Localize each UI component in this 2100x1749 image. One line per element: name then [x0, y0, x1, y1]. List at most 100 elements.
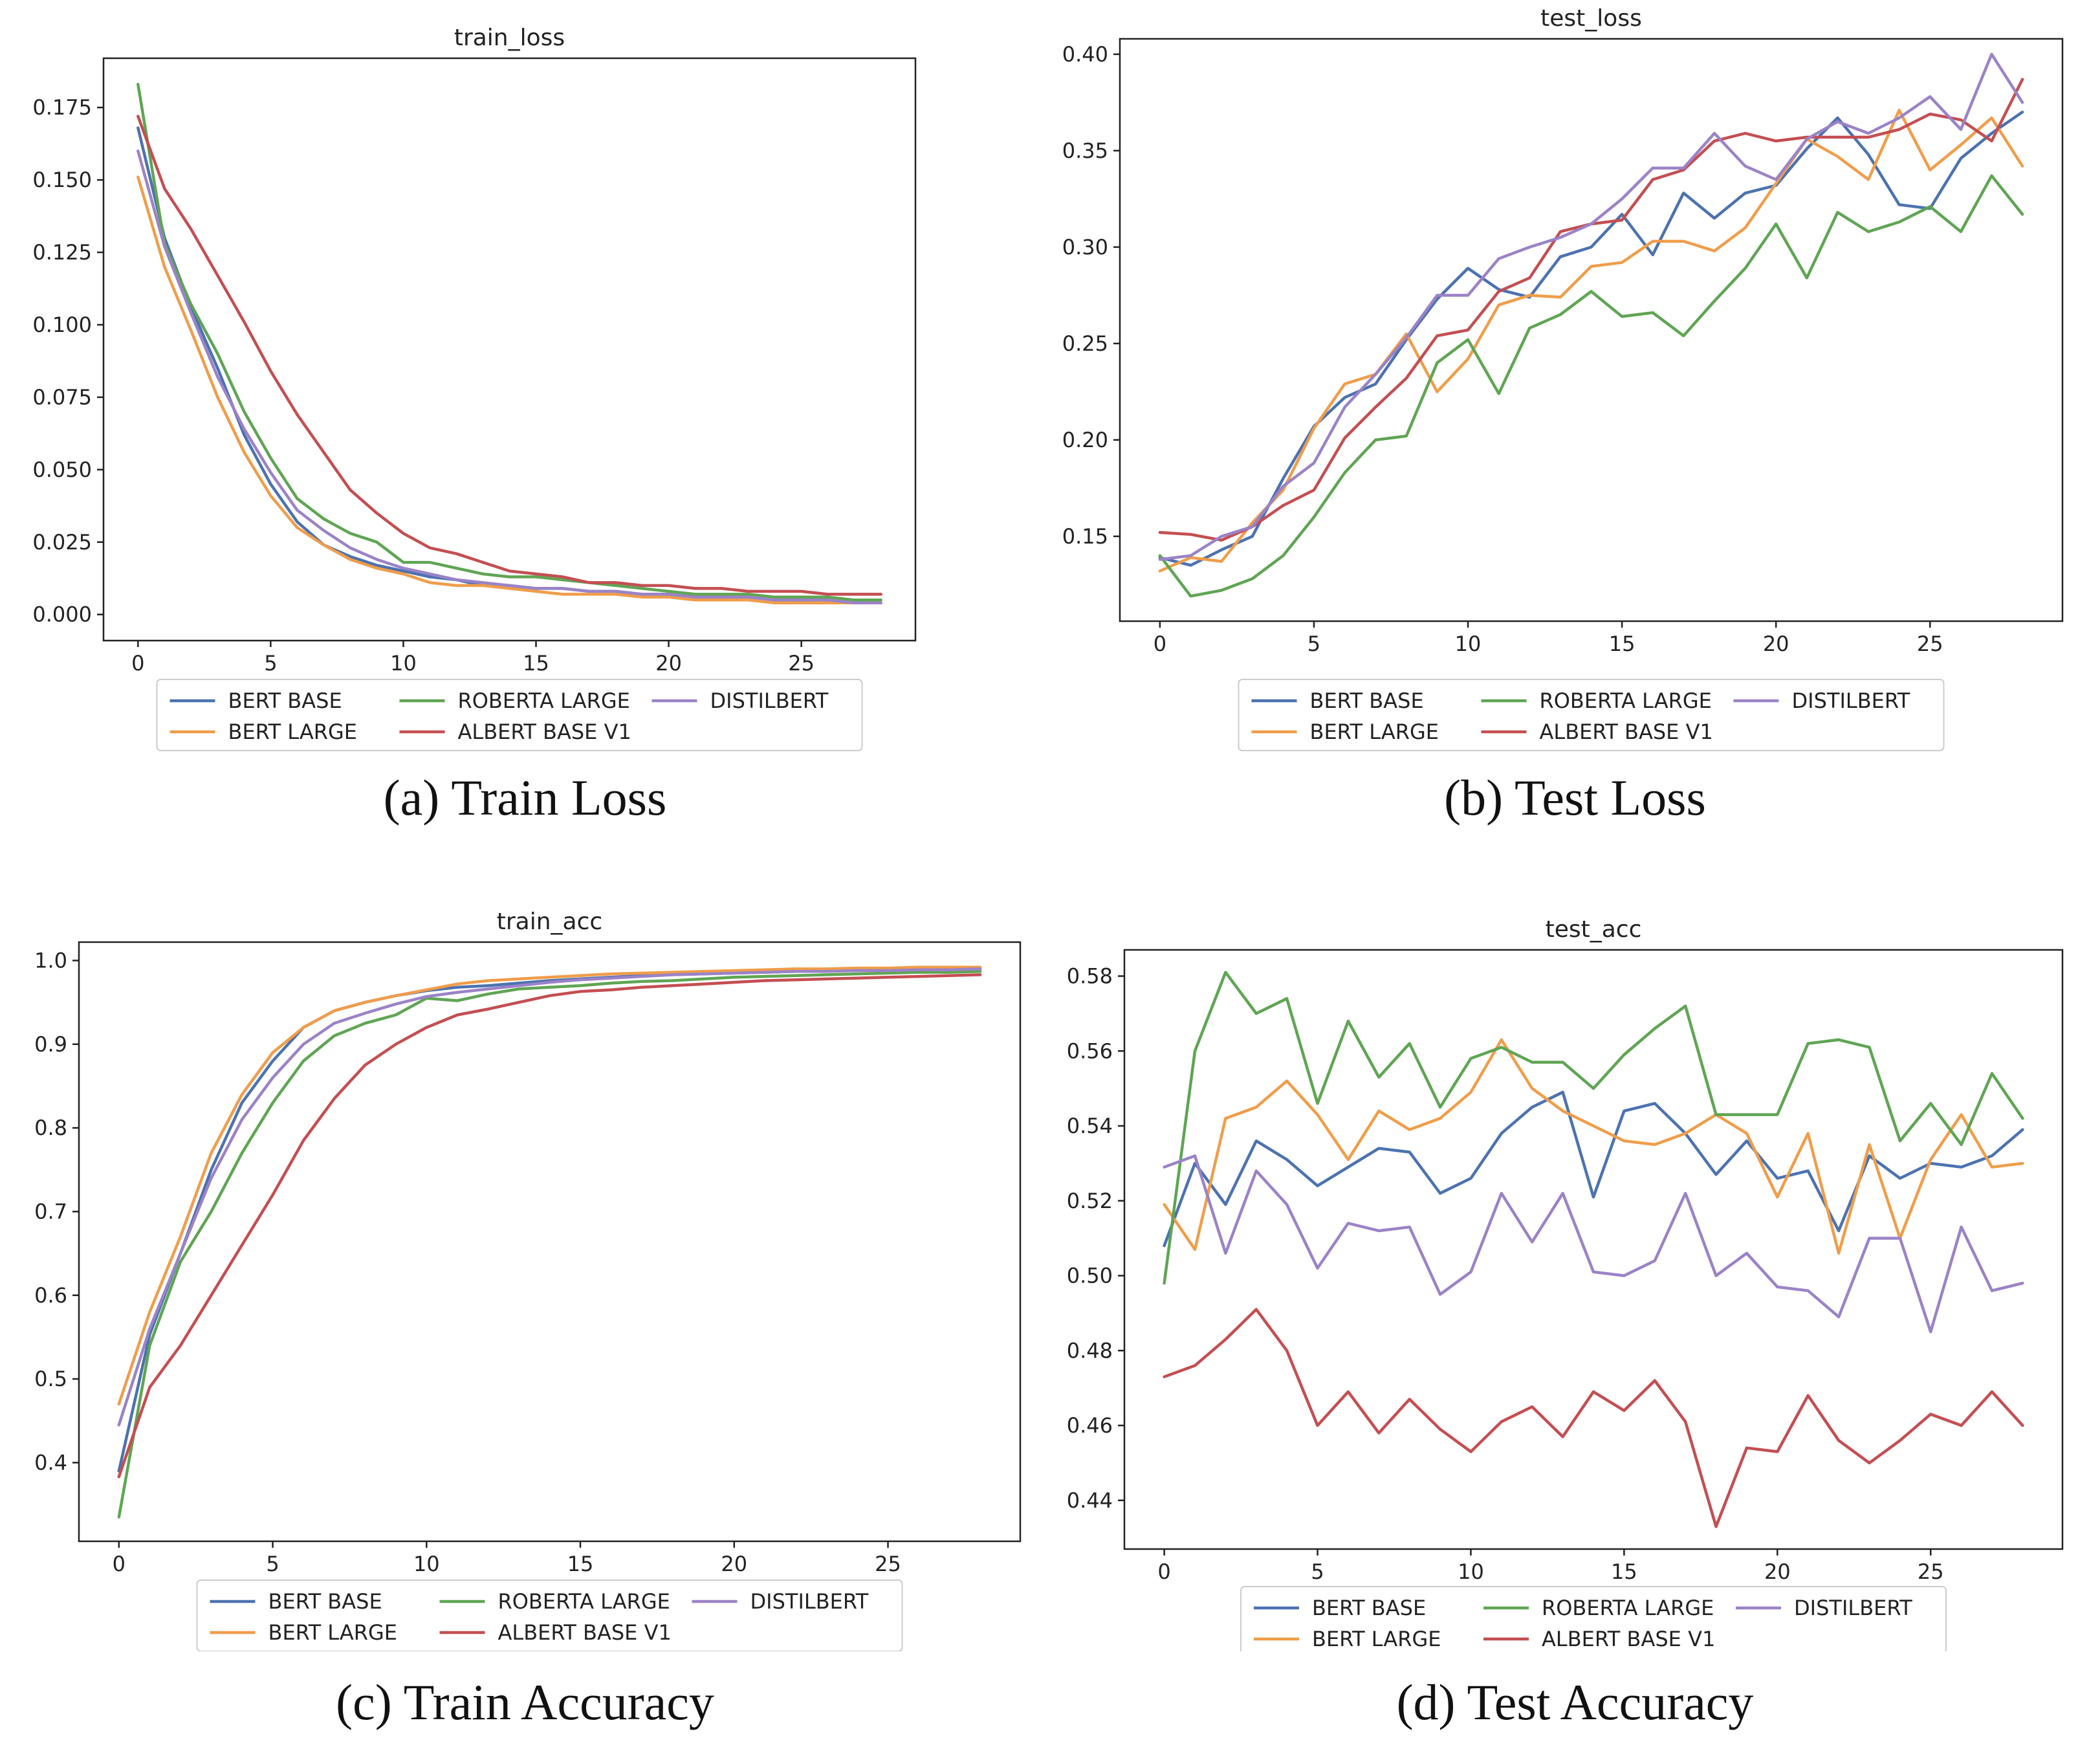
legend-box: [196, 1579, 903, 1651]
legend-label: BERT LARGE: [268, 1620, 398, 1645]
legend-label: ROBERTA LARGE: [498, 1589, 670, 1614]
x-tick-label: 5: [264, 651, 277, 676]
x-tick-label: 0: [113, 1552, 126, 1576]
x-tick-label: 20: [655, 651, 682, 676]
legend-box: [1238, 679, 1945, 751]
x-tick-label: 15: [1611, 1559, 1637, 1584]
y-tick-label: 0.100: [32, 313, 92, 337]
legend-label: ALBERT BASE V1: [1542, 1627, 1715, 1651]
chart-train-acc: train_acc 0 5 10 15 20 25 0.4 0.5 0.6 0.7 0.8 0.9 1.0…: [34, 908, 1022, 1651]
x-tick-label: 20: [1763, 632, 1789, 656]
y-tick-label: 0.050: [32, 457, 92, 482]
series-line-bert-large: [117, 965, 982, 1406]
y-tick-label: 0.50: [1067, 1264, 1113, 1288]
y-tick-label: 0.35: [1062, 138, 1108, 163]
legend-label: BERT BASE: [228, 688, 342, 713]
x-tick-label: 25: [875, 1552, 901, 1576]
series-line-roberta-large: [1163, 971, 2024, 1285]
chart-test-acc: test_acc 0 5 10 15 20 25 0.44 0.46 0.48 0.50 0.52 0.…: [1067, 916, 2064, 1651]
legend-label: BERT LARGE: [228, 720, 358, 744]
legend-label: DISTILBERT: [1794, 1596, 1912, 1620]
y-tick-label: 0.6: [34, 1283, 67, 1308]
legend-label: ALBERT BASE V1: [1540, 720, 1713, 744]
series-line-distilbert: [117, 967, 982, 1427]
y-tick-label: 0.46: [1067, 1413, 1113, 1438]
x-tick-label: 0: [1154, 632, 1166, 656]
series-line-roberta-large: [137, 83, 882, 602]
y-tick-label: 1.0: [34, 948, 67, 973]
legend-label: ALBERT BASE V1: [498, 1620, 672, 1645]
panel-train-loss: train_loss 0 5 10 15 20 25 0.000 0.025 0.050 0.075…: [0, 0, 1050, 875]
y-tick-label: 0.025: [32, 530, 92, 555]
plot-frame: [1119, 38, 2064, 622]
chart-title: test_loss: [1540, 5, 1642, 32]
panel-test-loss: test_loss 0 5 10 15 20 25 0.15 0.20 0.25 0.30 0.35 0…: [1050, 0, 2100, 875]
series-line-albert-base-v1: [1163, 1308, 2024, 1528]
legend-label: DISTILBERT: [710, 688, 829, 713]
y-tick-label: 0.15: [1062, 524, 1108, 549]
x-tick-label: 10: [390, 651, 417, 676]
y-tick-label: 0.000: [32, 602, 92, 627]
legend-label: ROBERTA LARGE: [1542, 1596, 1714, 1620]
series-line-roberta-large: [117, 970, 982, 1519]
x-tick-label: 15: [567, 1552, 594, 1576]
chart-title: test_acc: [1546, 916, 1642, 943]
y-tick-label: 0.52: [1067, 1189, 1113, 1213]
y-tick-label: 0.4: [34, 1450, 67, 1475]
series-line-bert-base: [1158, 110, 2024, 567]
x-tick-label: 25: [1917, 632, 1943, 656]
caption-train-loss: (a) Train Loss: [383, 769, 667, 826]
x-tick-label: 15: [1609, 632, 1635, 656]
legend-box: [156, 679, 863, 751]
chart-train-loss: train_loss 0 5 10 15 20 25 0.000 0.025 0.050 0.075…: [32, 25, 917, 751]
legend-box: [1240, 1586, 1947, 1651]
x-tick-label: 10: [413, 1552, 440, 1576]
series-line-bert-base: [117, 967, 982, 1473]
chart-test-loss: test_loss 0 5 10 15 20 25 0.15 0.20 0.25 0.30 0.35 0…: [1062, 5, 2064, 751]
y-tick-label: 0.9: [34, 1032, 67, 1057]
y-tick-label: 0.25: [1062, 331, 1108, 356]
series-line-albert-base-v1: [117, 973, 982, 1479]
chart-title: train_loss: [454, 25, 565, 51]
x-tick-label: 5: [266, 1552, 279, 1576]
legend-label: ROBERTA LARGE: [1540, 688, 1712, 713]
x-tick-label: 25: [788, 651, 815, 676]
y-tick-label: 0.54: [1067, 1114, 1113, 1138]
plot-frame: [78, 941, 1022, 1543]
x-tick-label: 0: [131, 651, 144, 676]
x-tick-label: 10: [1455, 632, 1482, 656]
y-tick-label: 0.7: [34, 1199, 67, 1224]
plot-frame: [102, 57, 917, 642]
y-tick-label: 0.075: [32, 385, 92, 410]
chart-title: train_acc: [497, 908, 602, 935]
x-tick-label: 0: [1157, 1559, 1170, 1584]
y-tick-label: 0.56: [1067, 1039, 1113, 1063]
y-tick-label: 0.58: [1067, 964, 1113, 989]
series-line-distilbert: [1158, 52, 2024, 561]
y-tick-label: 0.150: [32, 168, 92, 192]
legend-label: BERT LARGE: [1310, 720, 1439, 744]
y-tick-label: 0.30: [1062, 235, 1108, 259]
series-line-bert-base: [1163, 1090, 2024, 1248]
legend-label: BERT BASE: [1310, 688, 1424, 713]
legend-label: BERT BASE: [268, 1589, 382, 1614]
series-line-bert-large: [1163, 1038, 2024, 1255]
y-tick-label: 0.44: [1067, 1488, 1113, 1513]
series-line-bert-base: [137, 126, 882, 605]
series-line-albert-base-v1: [137, 115, 882, 596]
x-tick-label: 20: [1764, 1559, 1791, 1584]
x-tick-label: 5: [1311, 1559, 1324, 1584]
legend-label: DISTILBERT: [750, 1589, 869, 1614]
y-tick-label: 0.20: [1062, 428, 1108, 452]
y-tick-label: 0.8: [34, 1116, 67, 1140]
legend-label: DISTILBERT: [1792, 688, 1910, 713]
caption-test-acc: (d) Test Accuracy: [1396, 1674, 1754, 1730]
y-tick-label: 0.5: [34, 1367, 67, 1391]
caption-train-acc: (c) Train Accuracy: [336, 1674, 714, 1730]
y-tick-label: 0.48: [1067, 1338, 1113, 1363]
x-tick-label: 20: [721, 1552, 747, 1576]
panel-test-acc: test_acc 0 5 10 15 20 25 0.44 0.46 0.48 0.50 0.52 0.…: [1050, 875, 2100, 1749]
legend-label: BERT BASE: [1312, 1596, 1426, 1620]
legend-label: BERT LARGE: [1312, 1627, 1441, 1651]
series-line-distilbert: [137, 149, 882, 605]
